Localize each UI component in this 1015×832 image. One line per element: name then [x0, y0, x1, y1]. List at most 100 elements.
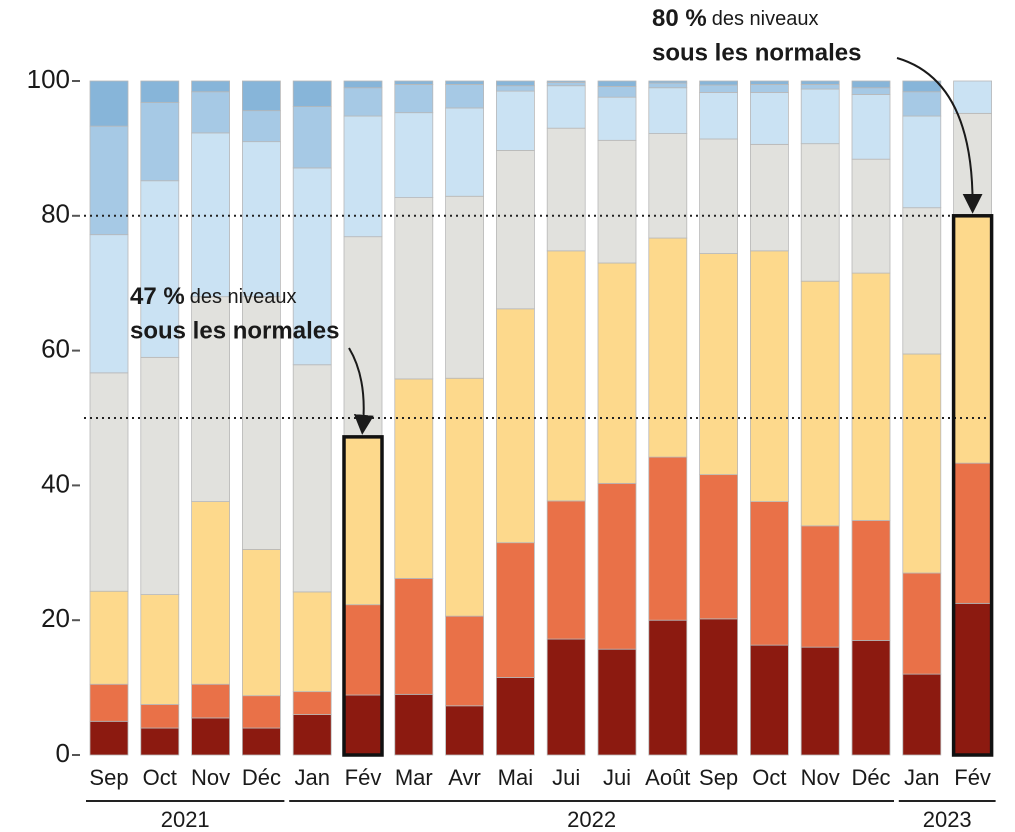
bar-segment — [140, 102, 180, 182]
bar-segment — [89, 80, 129, 127]
bar-segment — [546, 500, 586, 640]
bar-segment — [495, 150, 535, 310]
bar-segment — [292, 714, 332, 756]
x-tick-label: Sep — [89, 765, 128, 790]
bar-segment — [445, 705, 485, 756]
bar-segment — [343, 115, 383, 238]
bar-segment — [699, 80, 738, 86]
bar-segment — [902, 207, 942, 355]
bar-segment — [648, 619, 688, 756]
bar-segment — [394, 83, 434, 114]
bar-segment — [597, 80, 637, 87]
bar-segment — [191, 717, 231, 756]
bar-segment — [89, 683, 129, 722]
bar-segment — [394, 197, 434, 380]
bar-segment — [699, 138, 738, 254]
bar-segment — [140, 594, 180, 705]
bar-segment — [241, 549, 281, 697]
bar-segment — [750, 644, 789, 756]
bar-segment — [851, 520, 891, 641]
x-tick-label: Oct — [752, 765, 786, 790]
bar-segment — [394, 80, 434, 85]
annotation-text: des niveaux — [190, 286, 297, 308]
bar-segment — [343, 436, 383, 606]
bar-segment — [445, 83, 485, 109]
bar-segment — [495, 85, 535, 92]
bar-segment — [648, 87, 688, 134]
group-label: 2021 — [161, 807, 210, 832]
bar-segment — [292, 106, 332, 169]
bar-segment — [902, 80, 942, 93]
bar-segment — [648, 82, 688, 89]
x-tick-label: Fév — [345, 765, 382, 790]
y-tick-label: 20 — [41, 603, 70, 633]
bar-segment — [241, 110, 281, 143]
bar-segment — [140, 727, 180, 756]
bar-segment — [750, 92, 789, 145]
bar-segment — [648, 237, 688, 458]
annotation-bold: 47 % — [130, 283, 185, 310]
bar-segment — [445, 107, 485, 197]
bar-segment — [597, 262, 637, 484]
bar-segment — [699, 84, 738, 93]
bar-segment — [343, 604, 383, 696]
bar-segment — [343, 694, 383, 756]
bar-segment — [241, 727, 281, 756]
bar-segment — [851, 80, 891, 89]
bar-segment — [800, 143, 840, 282]
bar-segment — [902, 673, 942, 756]
annotation-bold: sous les normales — [652, 39, 861, 66]
bar-segment — [445, 80, 485, 85]
bar-segment — [394, 378, 434, 579]
y-tick-label: 100 — [27, 64, 70, 94]
bar-segment — [800, 646, 840, 756]
bar-segment — [241, 80, 281, 112]
bar-segment — [495, 308, 535, 544]
bar-segment — [953, 215, 992, 464]
bar-segment — [546, 250, 586, 502]
y-tick-label: 0 — [56, 738, 70, 768]
y-tick-label: 80 — [41, 199, 70, 229]
bar-segment — [191, 91, 231, 134]
bar-segment — [851, 640, 891, 756]
bar-segment — [445, 615, 485, 707]
y-tick-label: 60 — [41, 333, 70, 363]
bar-segment — [495, 677, 535, 756]
bar-segment — [648, 80, 688, 84]
bar-segment — [953, 80, 992, 114]
x-tick-label: Nov — [801, 765, 840, 790]
bar-segment — [750, 250, 789, 502]
bar-segment — [597, 482, 637, 650]
bar-segment — [445, 195, 485, 379]
bar-segment — [953, 602, 992, 756]
annotation-text: des niveaux — [712, 8, 819, 30]
highlight-box — [342, 435, 384, 757]
x-tick-label: Déc — [851, 765, 890, 790]
bar-segment — [750, 501, 789, 646]
bar-segment — [851, 87, 891, 95]
bar-segment — [648, 456, 688, 621]
bar-segment — [699, 253, 738, 476]
x-tick-label: Nov — [191, 765, 230, 790]
bar-segment — [89, 125, 129, 236]
x-tick-label: Avr — [448, 765, 481, 790]
bar-segment — [597, 139, 637, 264]
x-tick-label: Oct — [143, 765, 177, 790]
bar-segment — [953, 462, 992, 604]
bar-segment — [546, 85, 586, 129]
bar-segment — [292, 364, 332, 593]
bar-segment — [902, 115, 942, 209]
bar-segment — [140, 80, 180, 103]
bar-segment — [546, 80, 586, 83]
bar-segment — [140, 180, 180, 358]
x-tick-label: Jui — [552, 765, 580, 790]
bar-segment — [191, 80, 231, 93]
bar-segment — [648, 133, 688, 239]
bar-segment — [546, 638, 586, 756]
bar-segment — [343, 87, 383, 117]
bar-segment — [750, 143, 789, 252]
bar-segment — [89, 234, 129, 374]
bar-segment — [292, 80, 332, 108]
annotation-arrow — [348, 347, 374, 435]
bar-segment — [699, 474, 738, 620]
